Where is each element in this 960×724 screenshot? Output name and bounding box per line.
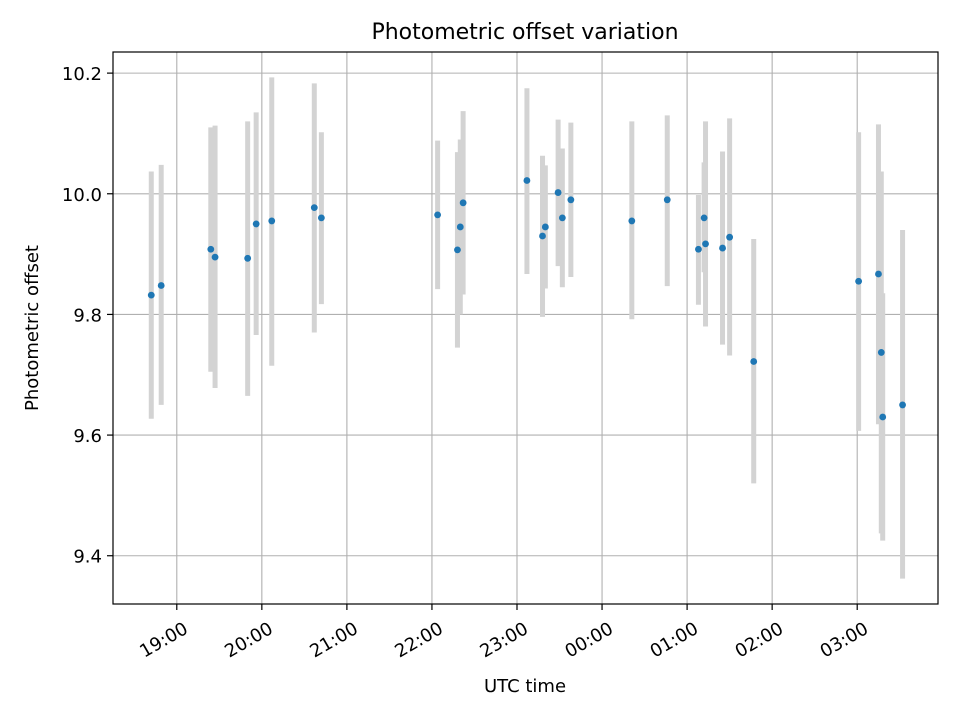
- data-point: [459, 199, 467, 207]
- data-point: [899, 401, 906, 409]
- data-point: [875, 270, 882, 278]
- data-point: [147, 291, 155, 299]
- y-axis-label: Photometric offset: [22, 245, 43, 411]
- data-point: [523, 177, 531, 184]
- data-point: [454, 246, 461, 254]
- data-point: [628, 217, 636, 225]
- data-point: [879, 413, 887, 421]
- data-point: [750, 358, 758, 365]
- data-point: [877, 349, 885, 356]
- axes-frame: [112, 51, 939, 605]
- data-point: [317, 214, 325, 222]
- data-point: [663, 196, 671, 204]
- chart-title: Photometric offset variation: [371, 20, 678, 45]
- y-tick-label: 9.6: [73, 426, 102, 447]
- data-point: [541, 223, 549, 231]
- data-point: [554, 189, 562, 196]
- data-point: [434, 211, 442, 219]
- point-layer: [147, 177, 906, 421]
- data-point: [456, 223, 464, 231]
- data-point: [310, 204, 318, 212]
- data-point: [855, 277, 863, 285]
- data-point: [244, 254, 252, 262]
- data-point: [695, 245, 702, 253]
- data-point: [157, 282, 165, 289]
- data-point: [726, 233, 734, 241]
- data-point: [268, 217, 276, 225]
- data-point: [252, 220, 260, 228]
- y-tick-label: 10.0: [62, 185, 102, 206]
- x-axis-label: UTC time: [484, 676, 566, 697]
- data-point: [700, 214, 708, 222]
- data-point: [567, 196, 575, 204]
- y-tick-label: 9.4: [73, 547, 102, 568]
- data-point: [558, 214, 566, 222]
- data-point: [719, 244, 726, 252]
- data-point: [702, 240, 709, 248]
- y-tick-label: 10.2: [62, 64, 102, 85]
- data-point: [207, 245, 215, 253]
- data-point: [211, 253, 219, 261]
- y-tick-label: 9.8: [73, 305, 102, 326]
- data-point: [539, 232, 546, 240]
